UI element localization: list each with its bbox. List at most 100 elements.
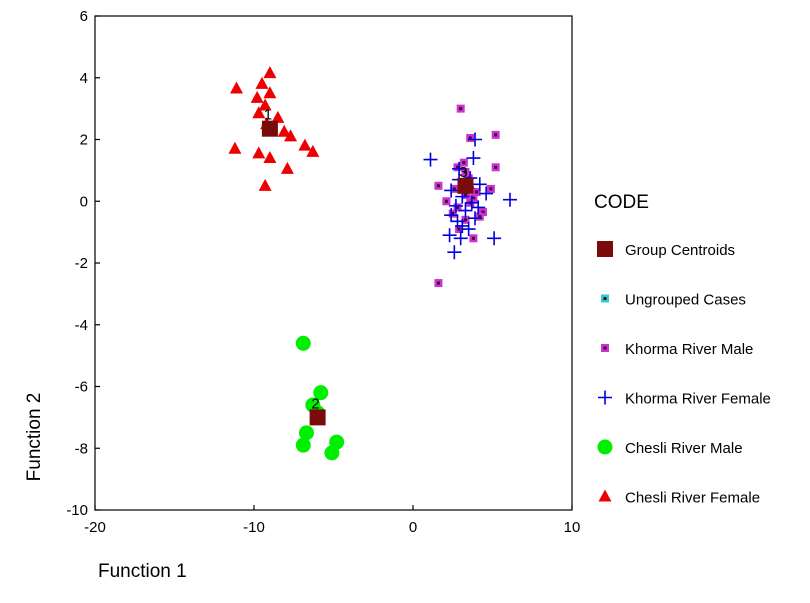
khorma-river-female-point — [442, 228, 457, 243]
x-tick-label: -10 — [243, 519, 265, 536]
legend-label: Chesli River Male — [625, 440, 743, 457]
chesli-river-male-point — [298, 425, 314, 441]
y-axis-title: Function 2 — [24, 393, 45, 482]
legend-label: Chesli River Female — [625, 490, 760, 507]
group-centroids-point — [261, 120, 278, 137]
khorma-river-male-point — [469, 234, 478, 243]
khorma-river-female-point — [468, 132, 483, 147]
group-centroids-point — [309, 409, 326, 426]
khorma-river-male-point — [491, 130, 500, 139]
chesli-river-female-point — [277, 124, 291, 137]
chesli-river-female-point — [252, 106, 266, 119]
y-tick-label: -6 — [75, 379, 88, 396]
y-tick-label: 6 — [80, 8, 88, 25]
khorma-river-male-point — [461, 191, 470, 200]
chesli-river-female-point — [230, 81, 244, 94]
x-axis-title: Function 1 — [98, 561, 187, 582]
x-tick-label: -20 — [84, 519, 106, 536]
group-centroids-point — [457, 177, 474, 194]
khorma-river-male-point — [461, 167, 470, 176]
khorma-river-female-point — [453, 231, 468, 246]
chesli-river-male-point — [313, 385, 329, 401]
chesli-river-female-point — [228, 141, 242, 154]
khorma-river-male-point — [442, 197, 451, 206]
khorma-river-male-point — [448, 209, 457, 218]
x-tick-label: 10 — [564, 519, 581, 536]
khorma-river-female-point — [472, 177, 487, 192]
legend-marker-chesli-river-male — [597, 439, 613, 455]
khorma-river-male-point — [478, 208, 487, 217]
khorma-river-male-point — [469, 194, 478, 203]
chesli-river-male-point — [295, 335, 311, 351]
chesli-river-female-point — [263, 66, 277, 79]
centroid-label: 1 — [264, 107, 272, 124]
khorma-river-male-point — [434, 279, 443, 288]
khorma-river-male-point — [450, 184, 459, 193]
legend-marker-group-centroids — [597, 241, 613, 257]
khorma-river-male-point — [455, 225, 464, 234]
khorma-river-male-point — [491, 163, 500, 172]
khorma-river-female-point — [423, 152, 438, 167]
khorma-river-female-point — [447, 245, 462, 260]
khorma-river-male-point — [466, 133, 475, 142]
khorma-river-male-point — [453, 163, 462, 172]
chesli-river-female-point — [263, 86, 277, 99]
khorma-river-male-point — [461, 215, 470, 224]
khorma-river-female-point — [448, 198, 463, 213]
khorma-river-male-point — [472, 187, 481, 196]
chesli-river-female-point — [280, 161, 294, 174]
khorma-river-male-point — [459, 158, 468, 167]
chesli-river-female-point — [250, 90, 264, 103]
chesli-river-male-point — [324, 445, 340, 461]
chesli-river-female-point — [263, 151, 277, 164]
y-tick-label: -8 — [75, 440, 88, 457]
khorma-river-female-point — [444, 183, 459, 198]
khorma-river-male-point — [456, 104, 465, 113]
khorma-river-female-point — [444, 208, 459, 223]
khorma-river-female-point — [468, 211, 483, 226]
legend-marker-ungrouped-cases — [601, 294, 609, 303]
y-tick-label: 2 — [80, 132, 88, 149]
y-tick-label: -10 — [66, 502, 88, 519]
khorma-river-female-point — [461, 222, 476, 237]
khorma-river-female-point — [458, 203, 473, 218]
khorma-river-male-point — [475, 212, 484, 221]
chesli-river-female-point — [284, 129, 298, 142]
khorma-river-female-point — [479, 186, 494, 201]
chesli-river-female-point — [255, 76, 269, 89]
legend-marker-chesli-river-female — [598, 489, 612, 502]
chesli-river-female-point — [258, 98, 272, 111]
centroid-label: 3 — [459, 164, 467, 181]
centroid-label: 2 — [311, 395, 319, 412]
chesli-river-female-point — [298, 138, 312, 151]
legend: CODE Group Centroids Ungrouped Cases Khorm… — [594, 192, 771, 507]
chesli-river-female-point — [252, 146, 266, 159]
khorma-river-male-point — [434, 181, 443, 190]
khorma-river-female-point — [471, 200, 486, 215]
khorma-river-female-point — [502, 192, 517, 207]
y-tick-label: -2 — [75, 255, 88, 272]
chesli-river-female-point — [306, 144, 320, 157]
legend-label: Ungrouped Cases — [625, 292, 746, 309]
khorma-river-female-point — [455, 218, 470, 233]
legend-marker-khorma-river-female — [598, 390, 612, 405]
legend-label: Khorma River Female — [625, 391, 771, 408]
khorma-river-male-point — [453, 203, 462, 212]
legend-label: Khorma River Male — [625, 341, 753, 358]
legend-title: CODE — [594, 192, 649, 213]
khorma-river-female-point — [466, 151, 481, 166]
legend-label: Group Centroids — [625, 242, 735, 259]
chesli-river-female-point — [258, 178, 272, 191]
y-tick-label: -4 — [75, 317, 88, 334]
x-tick-label: 0 — [409, 519, 417, 536]
chesli-river-female-point — [271, 110, 285, 123]
khorma-river-female-point — [487, 231, 502, 246]
data-points: 1 2 3 — [228, 66, 517, 461]
legend-marker-khorma-river-male — [601, 344, 609, 352]
y-tick-label: 4 — [80, 70, 88, 87]
khorma-river-male-point — [486, 184, 495, 193]
chesli-river-male-point — [295, 437, 311, 453]
y-tick-label: 0 — [80, 193, 88, 210]
